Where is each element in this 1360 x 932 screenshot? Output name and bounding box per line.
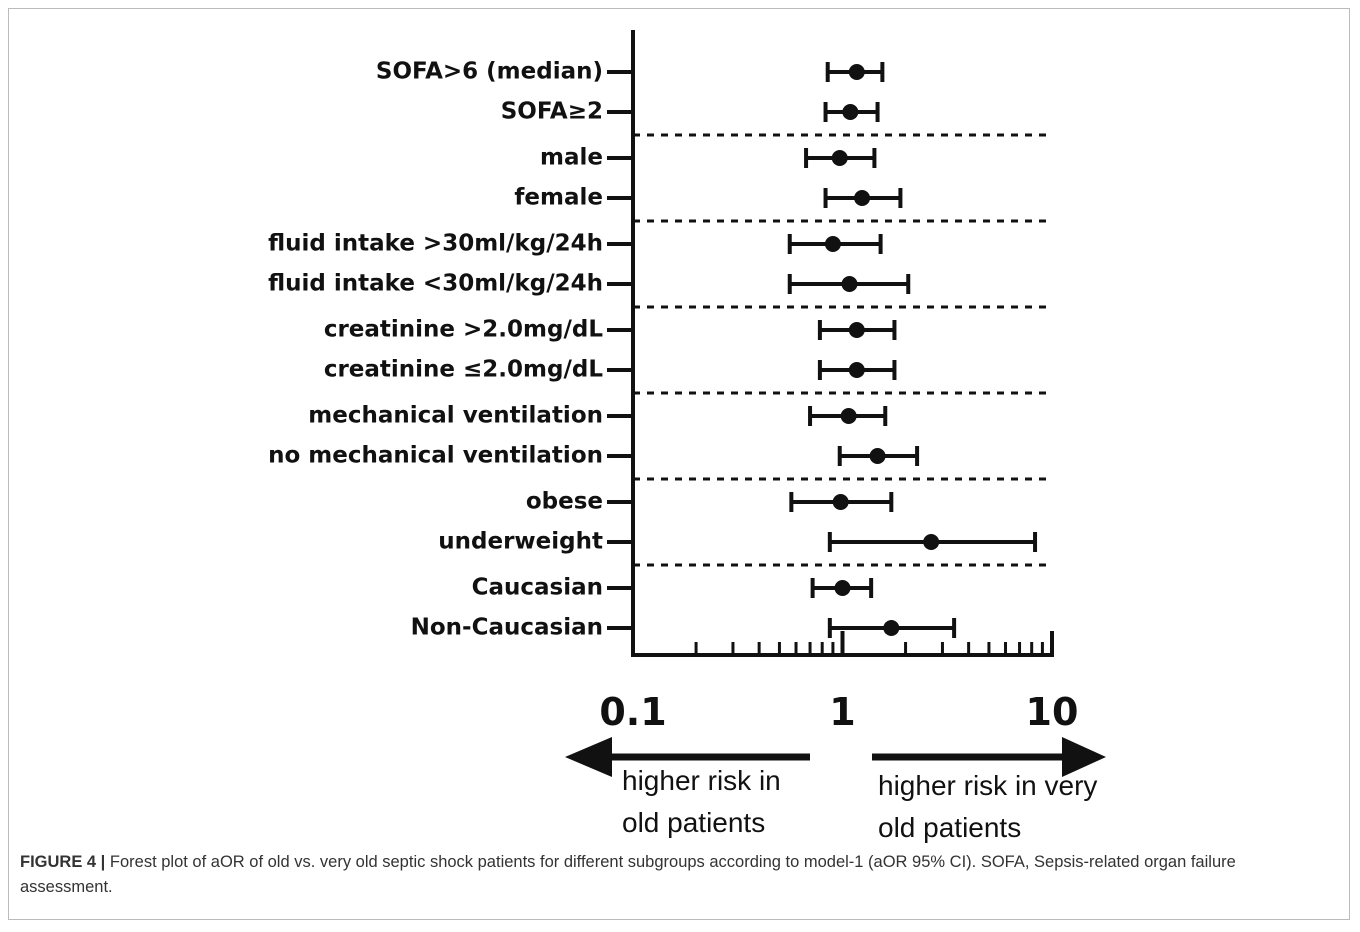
arrow-right-head bbox=[1062, 737, 1106, 777]
point-estimate bbox=[840, 408, 857, 424]
point-estimate bbox=[883, 620, 900, 636]
point-estimate bbox=[824, 236, 841, 252]
category-label: female bbox=[514, 185, 603, 211]
point-estimate bbox=[923, 534, 940, 550]
annotation: old patients bbox=[878, 812, 1021, 843]
point-estimate bbox=[842, 104, 859, 120]
point-estimate bbox=[831, 150, 848, 166]
annotation: higher risk in bbox=[622, 765, 781, 796]
category-label: SOFA≥2 bbox=[501, 99, 603, 125]
category-label: SOFA>6 (median) bbox=[376, 59, 603, 85]
x-tick-label: 1 bbox=[829, 690, 855, 734]
point-estimate bbox=[869, 448, 886, 464]
chart: 0.1 1 10 SOFA>6 (median) SOFA≥2 male female flu… bbox=[268, 30, 1106, 843]
category-label: mechanical ventilation bbox=[308, 403, 603, 429]
category-label: male bbox=[540, 145, 603, 171]
annotation: higher risk in very bbox=[878, 770, 1097, 801]
point-estimate bbox=[834, 580, 851, 596]
category-label: no mechanical ventilation bbox=[268, 443, 603, 469]
point-estimate bbox=[854, 190, 871, 206]
point-estimate bbox=[848, 322, 865, 338]
point-estimate bbox=[848, 362, 865, 378]
category-label: Caucasian bbox=[472, 575, 603, 601]
category-label: Non-Caucasian bbox=[411, 615, 603, 641]
category-label: fluid intake <30ml/kg/24h bbox=[268, 271, 603, 297]
category-label: fluid intake >30ml/kg/24h bbox=[268, 231, 603, 257]
category-label: creatinine ≤2.0mg/dL bbox=[324, 357, 604, 383]
caption-text: Forest plot of aOR of old vs. very old s… bbox=[20, 853, 1236, 896]
x-tick-label: 0.1 bbox=[599, 690, 666, 734]
point-estimate bbox=[832, 494, 849, 510]
category-label: obese bbox=[526, 489, 603, 515]
x-tick-label: 10 bbox=[1026, 690, 1079, 734]
arrow-left-head bbox=[565, 737, 612, 777]
point-estimate bbox=[841, 276, 858, 292]
annotation: old patients bbox=[622, 807, 765, 838]
figure-frame bbox=[8, 8, 1350, 920]
caption: FIGURE 4 | Forest plot of aOR of old vs.… bbox=[20, 850, 1320, 900]
caption-label: FIGURE 4 | bbox=[20, 853, 106, 871]
category-label: creatinine >2.0mg/dL bbox=[324, 317, 604, 343]
point-estimate bbox=[848, 64, 865, 80]
category-label: underweight bbox=[438, 529, 603, 555]
